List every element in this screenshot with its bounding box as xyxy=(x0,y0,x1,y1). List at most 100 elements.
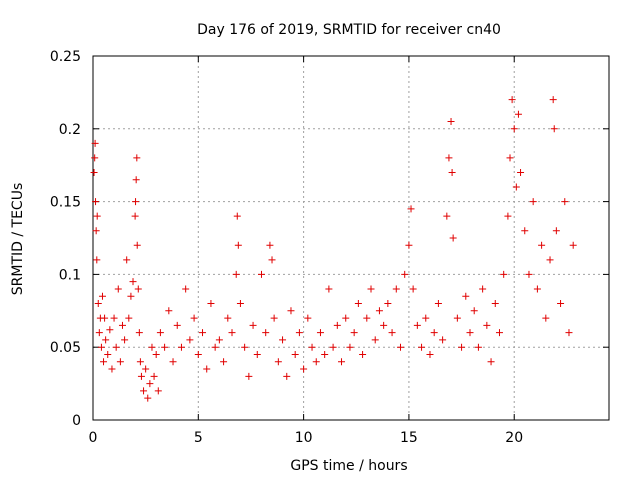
data-point xyxy=(106,326,114,334)
data-point xyxy=(418,343,426,351)
data-point xyxy=(220,358,228,366)
data-point xyxy=(325,285,333,293)
data-point xyxy=(101,314,109,322)
y-tick-label: 0.1 xyxy=(59,267,81,283)
data-point xyxy=(552,227,560,235)
data-point xyxy=(142,365,150,373)
data-point xyxy=(462,292,470,300)
data-point xyxy=(517,168,525,176)
data-point xyxy=(110,314,118,322)
data-point xyxy=(224,314,232,322)
data-point xyxy=(241,343,249,351)
data-point xyxy=(434,300,442,308)
data-point xyxy=(561,198,569,206)
data-point xyxy=(300,365,308,373)
data-point xyxy=(154,387,162,395)
data-point xyxy=(94,300,102,308)
data-point xyxy=(430,329,438,337)
data-point xyxy=(338,358,346,366)
data-point xyxy=(112,343,120,351)
data-point xyxy=(169,358,177,366)
data-point xyxy=(384,300,392,308)
data-point xyxy=(132,198,140,206)
data-point xyxy=(354,300,362,308)
data-point xyxy=(445,154,453,162)
data-point xyxy=(474,343,482,351)
data-point xyxy=(90,168,98,176)
data-point xyxy=(546,256,554,264)
data-point xyxy=(262,329,270,337)
data-point xyxy=(211,343,219,351)
data-point xyxy=(186,336,194,344)
data-point xyxy=(95,329,103,337)
data-point xyxy=(396,343,404,351)
data-point xyxy=(92,227,100,235)
data-point xyxy=(207,300,215,308)
data-point xyxy=(104,350,112,358)
data-point xyxy=(131,212,139,220)
x-axis-label: GPS time / hours xyxy=(290,458,407,474)
data-point xyxy=(127,292,135,300)
data-point xyxy=(487,358,495,366)
data-point xyxy=(146,380,154,388)
plot-frame xyxy=(92,55,610,421)
data-point xyxy=(375,307,383,315)
data-point xyxy=(177,343,185,351)
data-point xyxy=(114,285,122,293)
data-point xyxy=(133,241,141,249)
data-point xyxy=(98,292,106,300)
data-point xyxy=(557,300,565,308)
data-point xyxy=(447,118,455,126)
y-tick-label: 0.2 xyxy=(59,122,81,138)
data-point xyxy=(350,329,358,337)
data-point xyxy=(234,241,242,249)
data-point xyxy=(137,372,145,380)
data-point xyxy=(504,212,512,220)
data-point xyxy=(542,314,550,322)
data-point xyxy=(371,336,379,344)
data-point xyxy=(413,321,421,329)
data-point xyxy=(232,270,240,278)
data-point xyxy=(92,198,100,206)
data-point xyxy=(470,307,478,315)
data-point xyxy=(257,270,265,278)
data-point xyxy=(93,212,101,220)
data-point xyxy=(270,314,278,322)
chart-title: Day 176 of 2019, SRMTID for receiver cn4… xyxy=(197,22,501,38)
data-point xyxy=(308,343,316,351)
data-point xyxy=(283,372,291,380)
data-point xyxy=(359,350,367,358)
data-point xyxy=(508,96,516,104)
data-point xyxy=(549,96,557,104)
data-point xyxy=(401,270,409,278)
data-point xyxy=(565,329,573,337)
data-point xyxy=(514,110,522,118)
x-tick-label: 20 xyxy=(505,430,523,446)
data-point xyxy=(97,343,105,351)
data-point xyxy=(152,350,160,358)
x-axis: 0 5 10 15 20 xyxy=(89,56,523,446)
data-point xyxy=(287,307,295,315)
data-point xyxy=(295,329,303,337)
data-point xyxy=(405,241,413,249)
data-point xyxy=(102,336,110,344)
data-point xyxy=(533,285,541,293)
grid-lines xyxy=(93,56,609,420)
data-point xyxy=(525,270,533,278)
data-point xyxy=(140,387,148,395)
data-point xyxy=(422,314,430,322)
data-point xyxy=(125,314,133,322)
data-point xyxy=(346,343,354,351)
data-point xyxy=(233,212,241,220)
data-point xyxy=(510,125,518,133)
data-point xyxy=(182,285,190,293)
data-point xyxy=(245,372,253,380)
x-tick-label: 0 xyxy=(89,430,98,446)
data-point xyxy=(118,321,126,329)
data-point xyxy=(150,372,158,380)
data-point xyxy=(148,343,156,351)
data-point xyxy=(367,285,375,293)
data-point xyxy=(439,336,447,344)
data-point xyxy=(426,350,434,358)
